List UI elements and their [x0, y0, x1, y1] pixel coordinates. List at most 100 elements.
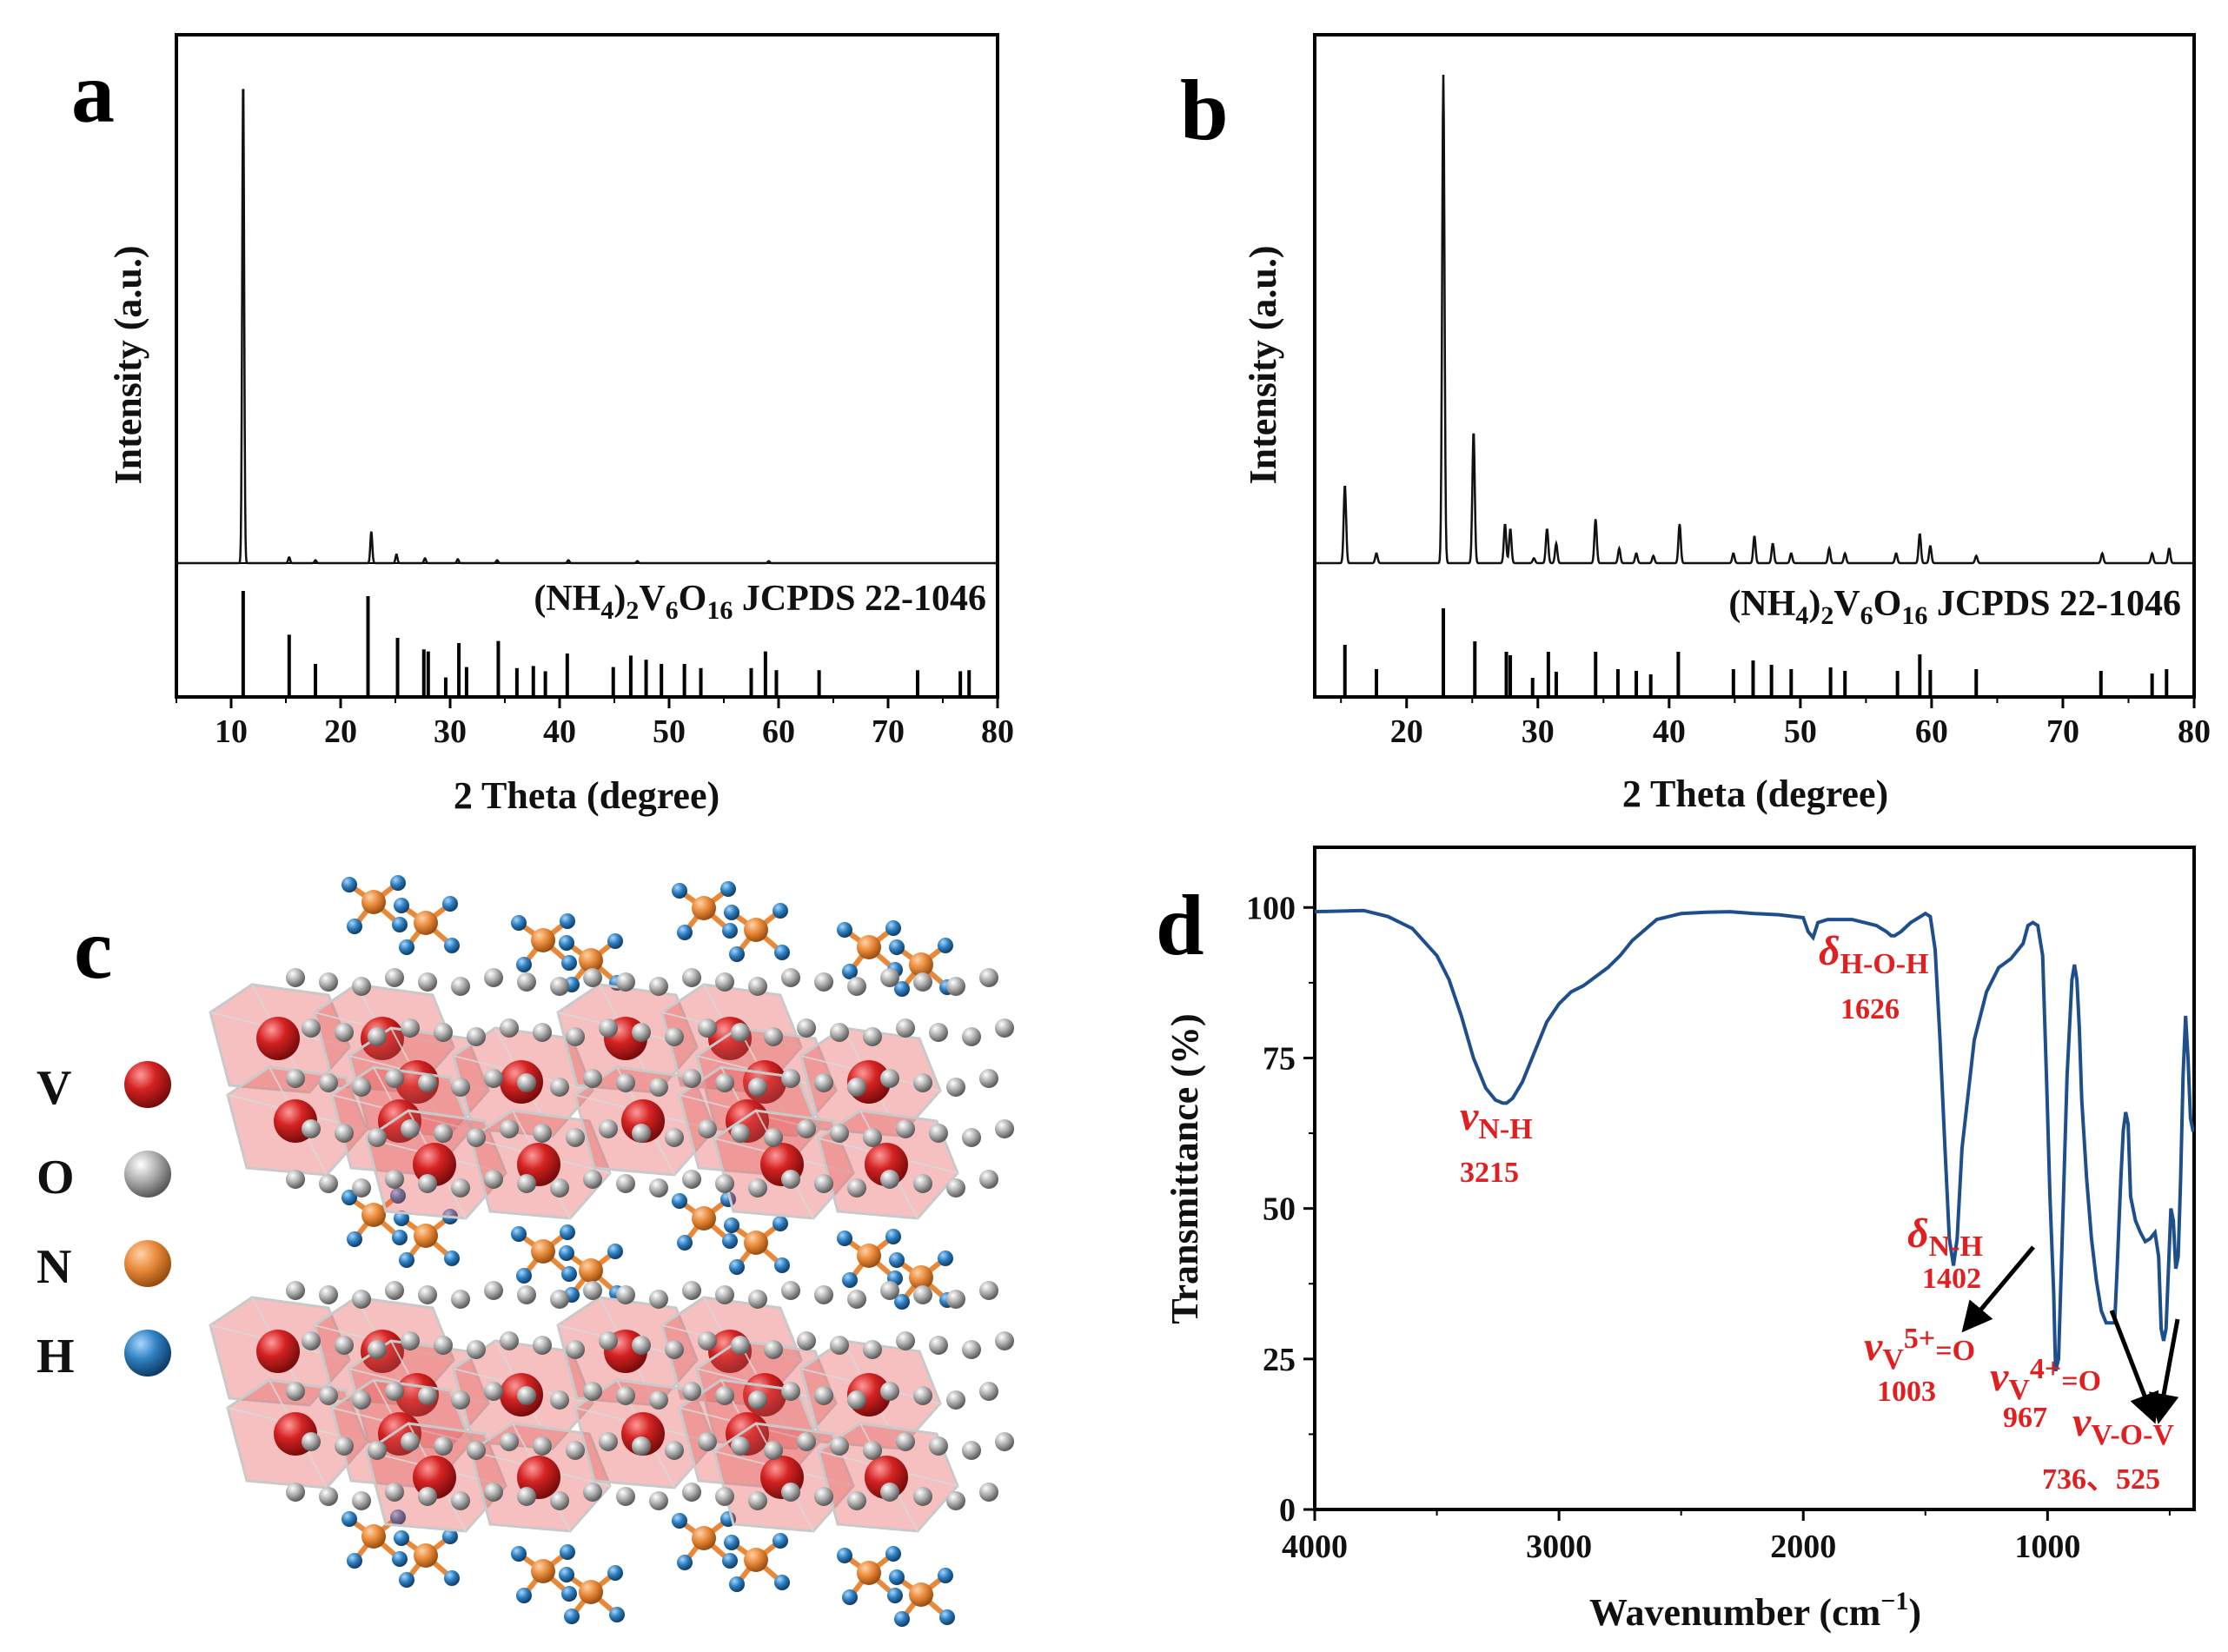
o-atom: [352, 1290, 371, 1309]
ann-vov-sym: v: [2072, 1399, 2092, 1445]
o-atom: [484, 1069, 503, 1088]
o-atom: [962, 1128, 981, 1147]
o-atom: [665, 1128, 684, 1147]
o-atom: [731, 1436, 750, 1456]
o-atom: [484, 1382, 503, 1401]
legend-label-h: H: [36, 1330, 75, 1383]
o-atom: [682, 1483, 701, 1502]
o-atom: [352, 1078, 371, 1097]
o-atom: [748, 1178, 767, 1198]
o-atom: [517, 972, 536, 992]
h-atom: [444, 1570, 460, 1586]
o-atom: [995, 1018, 1014, 1038]
h-atom: [390, 875, 406, 891]
h-atom: [392, 1551, 408, 1567]
o-atom: [748, 1390, 767, 1410]
o-atom: [335, 1436, 354, 1456]
o-atom: [731, 1023, 750, 1042]
h-atom: [724, 1535, 739, 1550]
o-atom: [649, 1178, 668, 1198]
o-atom: [913, 1487, 932, 1506]
o-atom: [946, 1491, 965, 1510]
o-atom: [896, 1331, 915, 1350]
h-atom: [729, 1259, 745, 1275]
o-atom: [814, 1174, 833, 1193]
xrd-chart-b: 20 30 40 50 60 70 80 (NH4)2V6O16 JCPDS 22-1046…: [1242, 33, 2211, 815]
o-atom: [847, 1178, 866, 1198]
ref-a-sub1: 4: [600, 596, 613, 625]
h-atom: [773, 1533, 788, 1549]
o-atom: [929, 1023, 948, 1042]
o-atom: [335, 1124, 354, 1143]
o-atom: [286, 1382, 305, 1401]
o-atom: [929, 1124, 948, 1143]
o-atom: [847, 1390, 866, 1410]
o-atom: [533, 1023, 552, 1042]
o-atom: [665, 1441, 684, 1460]
o-atom: [715, 1386, 734, 1405]
o-atom: [550, 977, 569, 996]
h-atom: [444, 1251, 460, 1266]
o-atom: [401, 1119, 420, 1138]
annotation-v-nh: vN-H: [1460, 1093, 1533, 1145]
x-tick-label: 20: [1390, 713, 1423, 750]
o-atom: [533, 1124, 552, 1143]
h-atom: [561, 1586, 577, 1602]
o-atom: [715, 1174, 734, 1193]
x-axis-title-b: 2 Theta (degree): [1622, 773, 1888, 815]
o-atom: [550, 1491, 569, 1510]
o-atom: [500, 1018, 519, 1038]
x-tick-label: 50: [1784, 713, 1817, 750]
o-atom: [863, 1027, 882, 1046]
o-atom: [979, 1069, 998, 1088]
x-tick-label: 70: [872, 713, 905, 750]
h-atom: [894, 1611, 910, 1627]
h-atom: [511, 1546, 527, 1562]
x-tick-label: 20: [324, 713, 357, 750]
o-atom: [632, 1336, 651, 1355]
o-atom: [533, 1436, 552, 1456]
n-atom: [414, 911, 438, 935]
h-atom: [399, 1572, 414, 1588]
ann-vov-sub: V-O-V: [2091, 1419, 2174, 1451]
o-atom: [319, 1174, 338, 1193]
o-atom: [352, 1491, 371, 1510]
h-atom: [938, 938, 953, 953]
x-tick-label: 4000: [1282, 1529, 1348, 1565]
plot-frame-a: [175, 33, 999, 699]
legend-sphere-n: [124, 1240, 171, 1287]
x-tick-label: 60: [1915, 713, 1948, 750]
o-atom: [302, 1119, 321, 1138]
o-atom: [401, 1331, 420, 1350]
o-atom: [583, 1483, 602, 1502]
o-atom: [566, 1441, 585, 1460]
o-atom: [616, 1174, 635, 1193]
o-atom: [616, 1487, 635, 1506]
o-atom: [319, 1487, 338, 1506]
o-atom: [517, 1073, 536, 1092]
o-atom: [946, 1078, 965, 1097]
o-atom: [583, 1281, 602, 1300]
ref-a-part1: (NH: [534, 579, 600, 619]
ref-a-part4: O: [679, 579, 707, 619]
o-atom: [748, 977, 767, 996]
o-atom: [385, 968, 404, 987]
h-atom: [390, 1188, 406, 1204]
h-atom: [885, 1546, 901, 1562]
o-atom: [533, 1336, 552, 1355]
o-atom: [451, 977, 470, 996]
o-atom: [550, 1078, 569, 1097]
ref-a-part5: JCPDS 22-1046: [733, 579, 986, 619]
o-atom: [830, 1124, 849, 1143]
o-atom: [781, 1170, 800, 1189]
o-atom: [286, 1069, 305, 1088]
o-atom: [583, 1170, 602, 1189]
ftir-series-line: [1314, 908, 2195, 1372]
ann-v4-sub: V: [2008, 1374, 2030, 1406]
annotation-delta-nh: δN-H: [1907, 1211, 1983, 1263]
o-atom: [962, 1340, 981, 1359]
o-atom: [517, 1487, 536, 1506]
h-atom: [561, 955, 577, 971]
o-atom: [929, 1436, 948, 1456]
o-atom: [434, 1436, 453, 1456]
